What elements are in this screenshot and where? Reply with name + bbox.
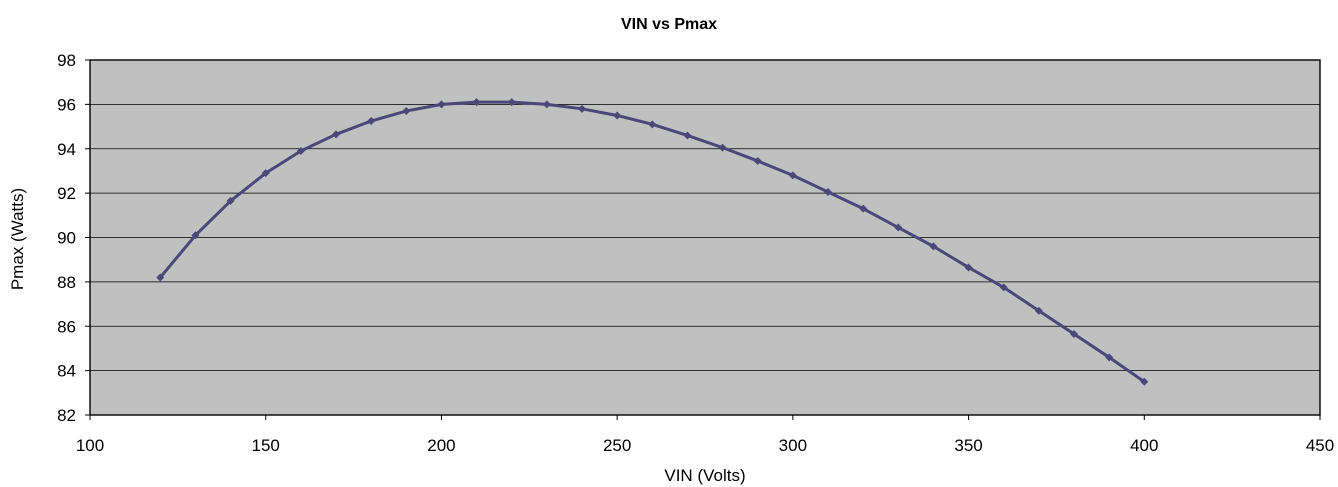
data-point-marker bbox=[683, 131, 692, 140]
x-tick-label: 100 bbox=[76, 436, 104, 455]
data-point-marker bbox=[226, 196, 235, 205]
data-point-marker bbox=[472, 98, 481, 107]
data-point-marker bbox=[191, 231, 200, 240]
data-point-marker bbox=[648, 120, 657, 129]
x-tick-label: 300 bbox=[779, 436, 807, 455]
x-axis-label: VIN (Volts) bbox=[664, 466, 745, 485]
data-point-marker bbox=[156, 273, 165, 282]
data-point-marker bbox=[437, 100, 446, 109]
x-tick-label: 200 bbox=[427, 436, 455, 455]
y-tick-label: 98 bbox=[57, 51, 76, 70]
y-tick-label: 84 bbox=[57, 362, 76, 381]
data-point-marker bbox=[859, 204, 868, 213]
data-point-marker bbox=[1034, 306, 1043, 315]
y-tick-label: 94 bbox=[57, 140, 76, 159]
data-point-marker bbox=[894, 223, 903, 232]
data-point-marker bbox=[1105, 353, 1114, 362]
data-point-marker bbox=[367, 117, 376, 126]
data-point-marker bbox=[824, 188, 832, 197]
y-tick-label: 90 bbox=[57, 229, 76, 248]
y-tick-label: 86 bbox=[57, 317, 76, 336]
data-point-marker bbox=[402, 107, 411, 116]
x-tick-label: 450 bbox=[1306, 436, 1334, 455]
y-tick-label: 96 bbox=[57, 95, 76, 114]
data-point-marker bbox=[1140, 377, 1149, 386]
data-point-marker bbox=[788, 171, 797, 180]
data-point-marker bbox=[964, 263, 973, 272]
data-point-marker bbox=[507, 98, 516, 107]
x-tick-label: 150 bbox=[252, 436, 280, 455]
data-point-marker bbox=[929, 242, 938, 251]
data-point-marker bbox=[1070, 330, 1078, 339]
gridlines bbox=[90, 103, 1320, 372]
y-tick-label: 92 bbox=[57, 184, 76, 203]
data-point-marker bbox=[332, 130, 340, 139]
data-point-marker bbox=[261, 169, 270, 178]
data-point-marker bbox=[718, 143, 727, 152]
y-axis-label: Pmax (Watts) bbox=[8, 188, 27, 290]
y-tick-label: 88 bbox=[57, 273, 76, 292]
series-layer bbox=[156, 98, 1149, 386]
x-tick-label: 400 bbox=[1130, 436, 1158, 455]
chart-title: VIN vs Pmax bbox=[621, 16, 717, 33]
data-point-marker bbox=[999, 283, 1008, 292]
y-axis: 82 84 86 88 90 92 94 96 98 bbox=[57, 51, 90, 425]
x-tick-label: 250 bbox=[603, 436, 631, 455]
x-tick-label: 350 bbox=[954, 436, 982, 455]
data-point-marker bbox=[578, 104, 586, 113]
data-point-marker bbox=[753, 156, 762, 165]
x-axis: 100 150 200 250 300 350 400 450 bbox=[76, 415, 1334, 455]
y-tick-label: 82 bbox=[57, 406, 76, 425]
data-point-marker bbox=[296, 146, 305, 155]
data-point-marker bbox=[542, 100, 551, 109]
data-point-marker bbox=[613, 111, 622, 120]
